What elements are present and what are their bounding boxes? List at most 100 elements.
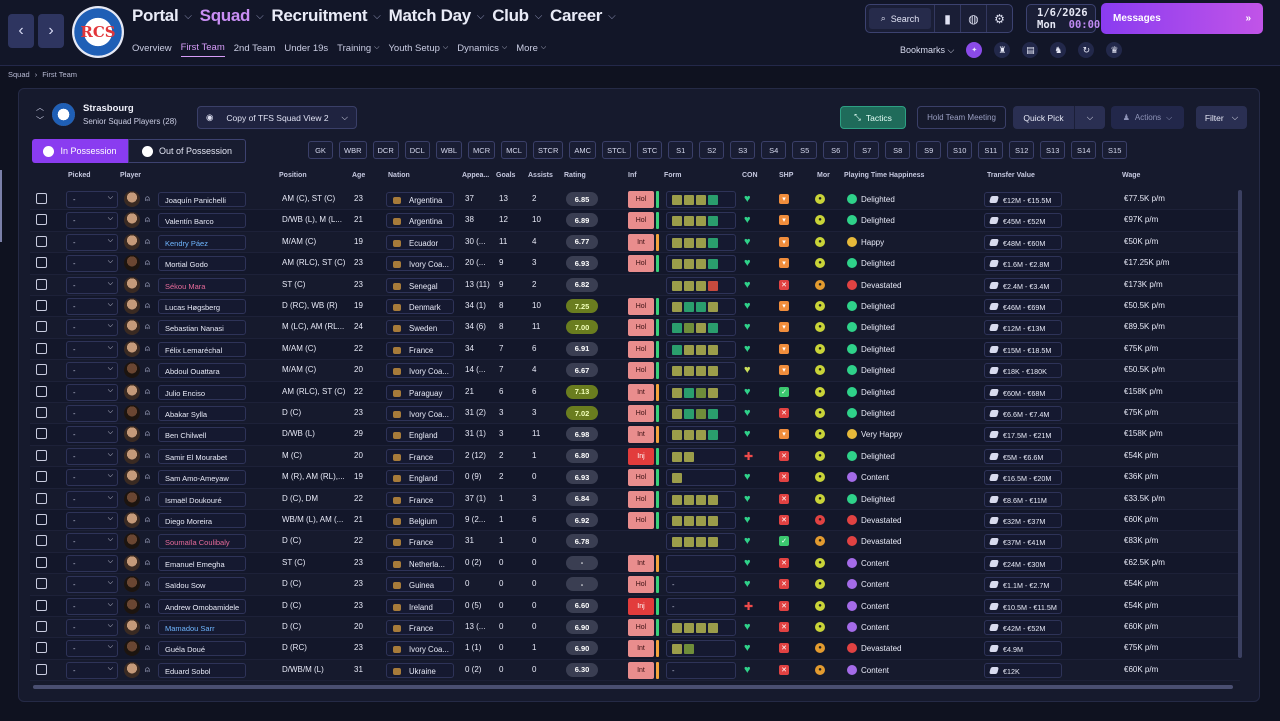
player-nation[interactable]: Ecuador: [386, 234, 454, 250]
player-avatar[interactable]: [124, 597, 140, 614]
picked-select[interactable]: - ⌵: [66, 405, 118, 422]
col-nation[interactable]: Nation: [388, 172, 410, 179]
transfer-value[interactable]: €48M - €60M: [984, 234, 1062, 250]
back-button[interactable]: ‹: [8, 14, 34, 48]
clipboard-icon[interactable]: ▤: [1022, 42, 1039, 58]
position-chip[interactable]: S4: [761, 141, 787, 159]
row-checkbox[interactable]: [36, 449, 47, 461]
transfer-value[interactable]: €6.6M - €7.4M: [984, 406, 1062, 421]
table-row[interactable]: - ⌵ ⍝ Félix Lemaréchal M/AM (C) 22 France 34 7 6 6…: [30, 338, 1240, 361]
nav-recruitment[interactable]: Recruitment ⌵: [271, 6, 380, 26]
player-nation[interactable]: France: [386, 534, 454, 550]
transfer-value[interactable]: €4.9M: [984, 641, 1062, 657]
picked-select[interactable]: - ⌵: [66, 640, 118, 658]
position-chip[interactable]: S11: [978, 141, 1004, 159]
col-wage[interactable]: Wage: [1122, 172, 1141, 179]
horizontal-scrollbar[interactable]: [33, 685, 1233, 689]
transfer-value[interactable]: €37M - €41M: [984, 534, 1062, 550]
picked-select[interactable]: - ⌵: [66, 255, 118, 273]
vertical-scrollbar[interactable]: [1238, 190, 1242, 658]
subnav-youth-setup[interactable]: Youth Setup ⌵: [388, 42, 448, 57]
messages-button[interactable]: Messages »: [1101, 3, 1263, 34]
picked-select[interactable]: - ⌵: [66, 191, 118, 208]
subnav-overview[interactable]: Overview: [132, 42, 172, 57]
table-row[interactable]: - ⌵ ⍝ Emanuel Emegha ST (C) 23 Netherla... 0 (2…: [30, 552, 1240, 575]
influence-badge[interactable]: Int: [628, 426, 654, 444]
player-nation[interactable]: Argentina: [386, 213, 454, 229]
influence-badge[interactable]: Hol: [628, 469, 654, 487]
table-row[interactable]: - ⌵ ⍝ Ben Chilwell D/WB (L) 29 England 31 (1) 3 1…: [30, 424, 1240, 446]
transfer-value[interactable]: €42M - €52M: [984, 620, 1062, 635]
position-chip[interactable]: MCL: [501, 141, 527, 159]
influence-badge[interactable]: Int: [628, 233, 654, 251]
row-checkbox[interactable]: [36, 621, 47, 632]
position-chip[interactable]: S8: [885, 141, 911, 159]
picked-select[interactable]: - ⌵: [66, 490, 118, 508]
position-chip[interactable]: S13: [1040, 141, 1066, 159]
table-row[interactable]: - ⌵ ⍝ Mamadou Sarr D (C) 20 France 13 (... 0 0 6.9…: [30, 617, 1240, 639]
player-name[interactable]: Mamadou Sarr: [158, 620, 246, 635]
player-avatar[interactable]: [124, 554, 140, 571]
col-form[interactable]: Form: [664, 172, 682, 179]
transfer-value[interactable]: €32M - €37M: [984, 513, 1062, 528]
influence-badge[interactable]: Inj: [628, 597, 654, 615]
filter-button[interactable]: Filter ⌵: [1196, 106, 1247, 129]
row-checkbox[interactable]: [36, 364, 47, 376]
position-chip[interactable]: S6: [823, 141, 849, 159]
picked-select[interactable]: - ⌵: [66, 619, 118, 636]
player-name[interactable]: Samir El Mourabet: [158, 448, 246, 464]
breadcrumb-root[interactable]: Squad: [8, 70, 30, 79]
influence-badge[interactable]: Hol: [628, 362, 654, 380]
nav-match-day[interactable]: Match Day ⌵: [389, 6, 485, 26]
player-avatar[interactable]: [124, 490, 140, 507]
subnav-more[interactable]: More ⌵: [516, 42, 546, 57]
transfer-value[interactable]: €10.5M - €11.5M: [984, 598, 1062, 614]
table-row[interactable]: - ⌵ ⍝ Kendry Páez M/AM (C) 19 Ecuador 30 (... 11…: [30, 232, 1240, 254]
col-picked[interactable]: Picked: [68, 172, 91, 179]
player-name[interactable]: Mortial Godo: [158, 256, 246, 272]
player-name[interactable]: Félix Lemaréchal: [158, 341, 246, 357]
player-avatar[interactable]: [124, 619, 140, 635]
picked-select[interactable]: - ⌵: [66, 319, 118, 337]
position-chip[interactable]: GK: [308, 141, 333, 159]
picked-select[interactable]: - ⌵: [66, 597, 118, 615]
col-mor[interactable]: Mor: [817, 172, 830, 179]
position-chip[interactable]: S5: [792, 141, 818, 159]
table-row[interactable]: - ⌵ ⍝ Soumaïla Coulibaly D (C) 22 France 31 1 0 6.…: [30, 531, 1240, 553]
influence-badge[interactable]: Hol: [628, 191, 654, 208]
col-happiness[interactable]: Playing Time Happiness: [844, 172, 925, 179]
transfer-value[interactable]: €24M - €30M: [984, 555, 1062, 571]
position-chip[interactable]: AMC: [569, 141, 597, 159]
picked-select[interactable]: - ⌵: [66, 233, 118, 251]
player-nation[interactable]: Ivory Coa...: [386, 641, 454, 657]
table-row[interactable]: - ⌵ ⍝ Abdoul Ouattara M/AM (C) 20 Ivory Coa...…: [30, 360, 1240, 382]
player-name[interactable]: Joaquín Panichelli: [158, 192, 246, 207]
picked-select[interactable]: - ⌵: [66, 340, 118, 358]
player-avatar[interactable]: [124, 212, 140, 229]
player-avatar[interactable]: [124, 298, 140, 314]
position-chip[interactable]: DCL: [404, 141, 430, 159]
player-avatar[interactable]: [124, 661, 140, 678]
row-checkbox[interactable]: [36, 578, 47, 590]
position-chip[interactable]: S12: [1009, 141, 1035, 159]
transfer-value[interactable]: €60M - €68M: [984, 384, 1062, 400]
player-name[interactable]: Sékou Mara: [158, 277, 246, 293]
position-chip[interactable]: STCR: [532, 141, 564, 159]
subnav-first-team[interactable]: First Team: [180, 42, 225, 57]
row-checkbox[interactable]: [36, 193, 47, 204]
player-name[interactable]: Ben Chilwell: [158, 427, 246, 443]
influence-badge[interactable]: Int: [628, 554, 654, 572]
player-avatar[interactable]: [124, 362, 140, 379]
transfer-value[interactable]: €2.4M - €3.4M: [984, 277, 1062, 293]
player-nation[interactable]: Ireland: [386, 598, 454, 614]
club-crest[interactable]: RCS: [72, 6, 124, 58]
table-row[interactable]: - ⌵ ⍝ Sam Amo-Ameyaw M (R), AM (RL),... 19 Eng…: [30, 467, 1240, 489]
transfer-value[interactable]: €16.5M - €20M: [984, 470, 1062, 486]
position-chip[interactable]: STC: [637, 141, 663, 159]
player-name[interactable]: Soumaïla Coulibaly: [158, 534, 246, 550]
table-row[interactable]: - ⌵ ⍝ Mortial Godo AM (RLC), ST (C) 23 Ivory C…: [30, 253, 1240, 275]
picked-select[interactable]: - ⌵: [66, 298, 118, 315]
position-chip[interactable]: S2: [699, 141, 725, 159]
nav-club[interactable]: Club ⌵: [492, 6, 542, 26]
table-row[interactable]: - ⌵ ⍝ Sékou Mara ST (C) 23 Senegal 13 (11) 9 2 6.8…: [30, 275, 1240, 296]
